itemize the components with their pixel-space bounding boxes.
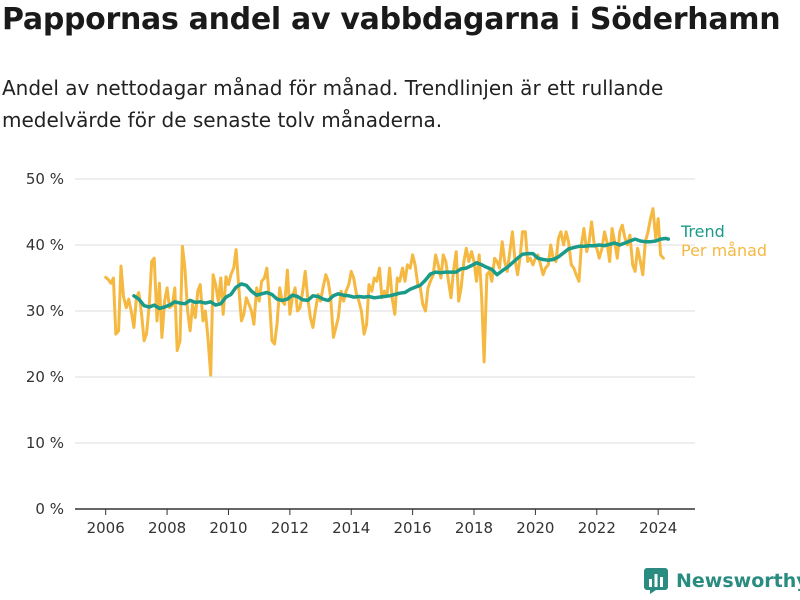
- axes: 0 % 10 % 20 % 30 % 40 % 50 % 2006 2008 2010 2012 2…: [26, 170, 695, 537]
- gridlines: [75, 178, 695, 444]
- x-tick-label: 2012: [271, 519, 309, 537]
- y-tick-label: 10 %: [26, 434, 64, 452]
- x-tick-label: 2008: [148, 519, 186, 537]
- series-line-trend: [132, 236, 671, 311]
- chart-subtitle: Andel av nettodagar månad för månad. Tre…: [2, 76, 664, 132]
- y-tick-label: 30 %: [26, 302, 64, 320]
- x-tick-label: 2006: [87, 519, 125, 537]
- brand-name: Newsworthy: [676, 570, 800, 592]
- series: [104, 207, 671, 377]
- y-tick-label: 40 %: [26, 236, 64, 254]
- x-tick-label: 2014: [332, 519, 370, 537]
- legend-label-per-manad: Per månad: [681, 241, 767, 260]
- chart-title: Pappornas andel av vabbdagarna i Söderha…: [2, 2, 781, 37]
- x-tick-label: 2020: [516, 519, 554, 537]
- y-tick-label: 50 %: [26, 170, 64, 188]
- x-tick-label: 2022: [578, 519, 616, 537]
- brand-logo: Newsworthy: [644, 568, 800, 594]
- x-tick-label: 2018: [455, 519, 493, 537]
- x-tick-label: 2010: [209, 519, 247, 537]
- legend-label-trend: Trend: [680, 222, 725, 241]
- bar-chart-logo-icon: [644, 568, 668, 594]
- y-tick-label: 20 %: [26, 368, 64, 386]
- series-line-per-manad: [104, 207, 665, 377]
- x-tick-label: 2016: [394, 519, 432, 537]
- x-tick-label: 2024: [639, 519, 677, 537]
- y-tick-label: 0 %: [35, 500, 64, 518]
